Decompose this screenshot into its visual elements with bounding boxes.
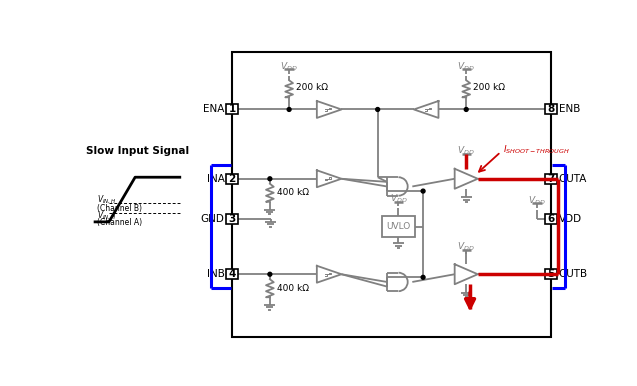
Text: $V_{DD}$: $V_{DD}$ [457,240,475,253]
Text: $V_{DD}$: $V_{DD}$ [457,145,475,157]
Text: (Channel B): (Channel B) [97,203,141,213]
Text: ENA: ENA [203,105,224,115]
Text: $V_{DD}$: $V_{DD}$ [390,193,407,205]
Text: 3: 3 [229,214,236,224]
Circle shape [464,108,468,112]
Bar [545,174,557,184]
Text: 5: 5 [547,269,555,279]
Text: $V_{DD}$: $V_{DD}$ [280,60,298,73]
Bar [226,174,238,184]
Text: 4: 4 [229,269,236,279]
Circle shape [268,272,272,276]
Text: ENB: ENB [559,105,580,115]
Circle shape [268,177,272,181]
Text: $V_{IN,H}$: $V_{IN,H}$ [97,194,116,207]
Bar [545,269,557,279]
Text: OUTA: OUTA [559,174,587,184]
Text: 7: 7 [547,174,555,184]
Text: VDD: VDD [559,214,582,224]
Bar [226,214,238,224]
Text: 8: 8 [547,105,555,115]
Text: 200 kΩ: 200 kΩ [473,83,505,92]
Circle shape [421,189,425,193]
Text: OUTB: OUTB [559,269,588,279]
Bar [545,214,557,224]
Text: 400 kΩ: 400 kΩ [277,188,309,197]
Circle shape [287,108,291,112]
Text: INA: INA [206,174,224,184]
Text: UVLO: UVLO [386,222,411,231]
Circle shape [421,275,425,279]
Text: $V_{DD}$: $V_{DD}$ [528,194,546,207]
Bar [545,105,557,115]
Text: 2: 2 [229,174,236,184]
Text: 6: 6 [547,214,555,224]
Text: $I_{SHOOT-THROUGH}$: $I_{SHOOT-THROUGH}$ [503,143,570,156]
Text: 200 kΩ: 200 kΩ [296,83,328,92]
Text: GND: GND [201,214,224,224]
Text: $V_{DD}$: $V_{DD}$ [457,60,475,73]
Text: $V_{IN,H}$: $V_{IN,H}$ [97,210,116,222]
Bar [382,216,415,237]
Text: 400 kΩ: 400 kΩ [277,284,309,293]
Bar [226,269,238,279]
Text: 1: 1 [229,105,236,115]
Text: (Channel A): (Channel A) [97,218,142,227]
Bar [232,52,551,337]
Bar [226,105,238,115]
Text: INB: INB [206,269,224,279]
Circle shape [376,108,380,112]
Text: Slow Input Signal: Slow Input Signal [86,146,189,156]
